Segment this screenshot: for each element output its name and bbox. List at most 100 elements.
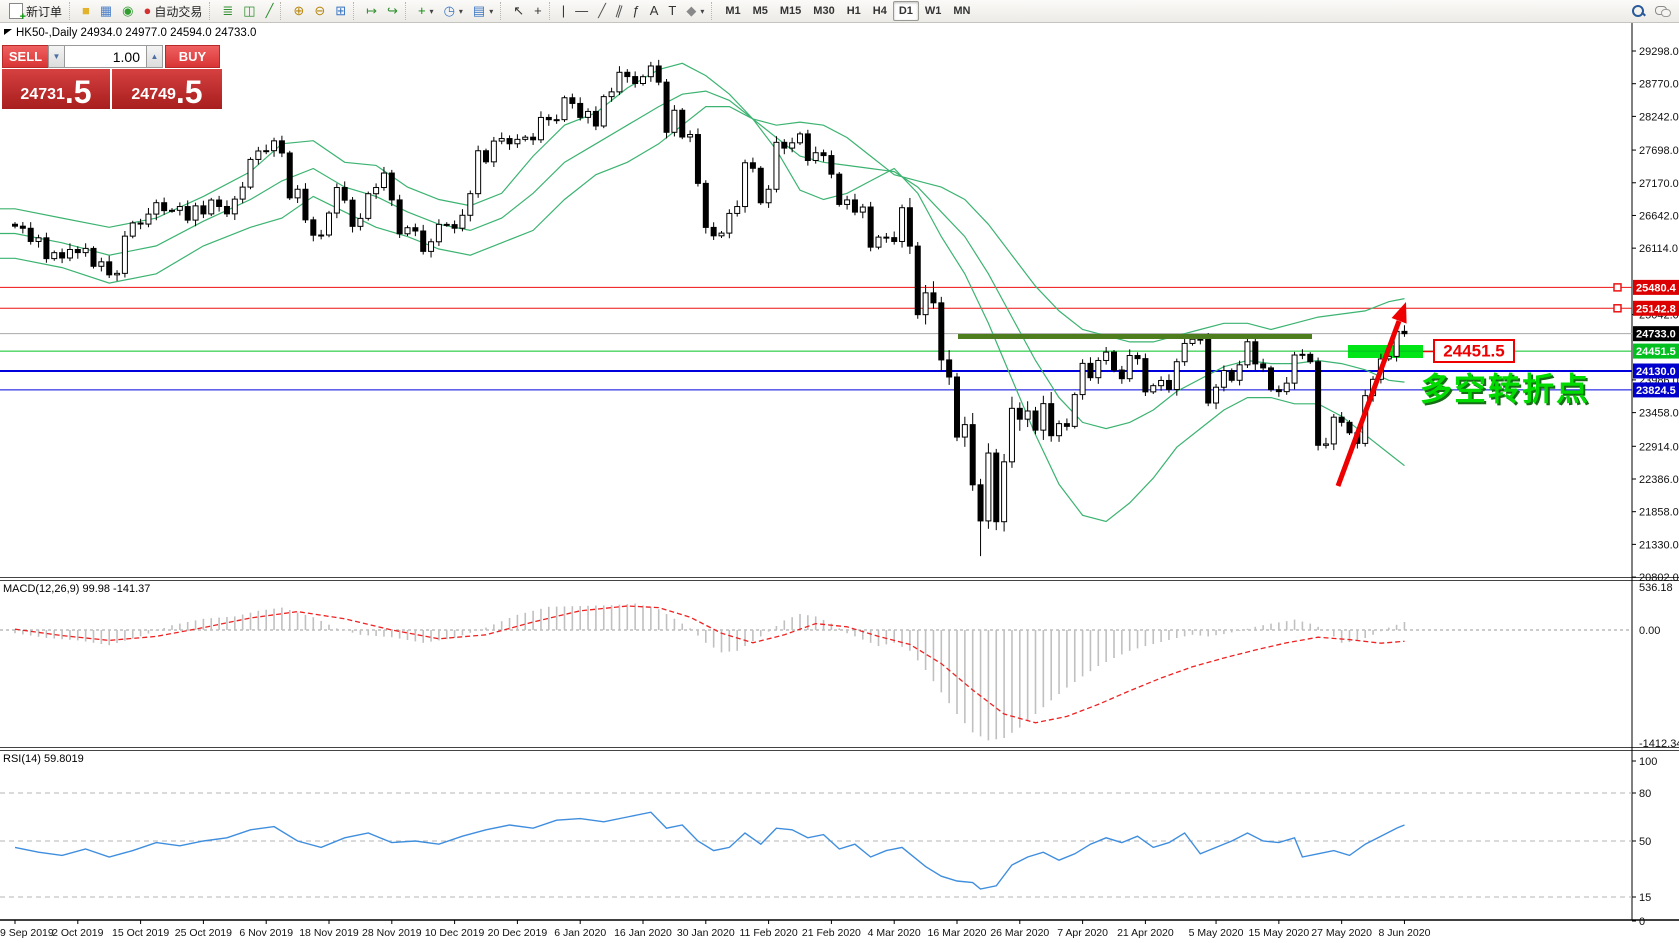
toolbar-separator [353, 2, 359, 20]
data-window-button[interactable]: ▦ [95, 0, 117, 22]
volume-increase-button[interactable]: ▲ [146, 45, 163, 68]
svg-text:536.18: 536.18 [1639, 582, 1673, 594]
vertical-line-icon: | [561, 3, 566, 18]
svg-text:15 May 2020: 15 May 2020 [1248, 927, 1309, 939]
toolbar-separator [280, 2, 286, 20]
one-click-trade-panel: SELL ▼ ▲ BUY 24731.5 24749.5 [2, 45, 222, 109]
svg-text:24451.5: 24451.5 [1636, 346, 1676, 358]
chevron-down-icon: ▾ [458, 6, 463, 16]
cursor-button[interactable]: ↖ [508, 0, 529, 22]
candle-chart-icon: ◫ [243, 3, 256, 18]
chevron-down-icon: ▾ [429, 6, 434, 16]
crosshair-button[interactable]: + [529, 0, 547, 22]
svg-text:20802.0: 20802.0 [1639, 572, 1679, 584]
price-axis: 29298.0 28770.0 28242.0 27698.0 27170.0 26642… [1632, 46, 1679, 928]
svg-text:28 Nov 2019: 28 Nov 2019 [362, 927, 422, 939]
svg-text:5 May 2020: 5 May 2020 [1189, 927, 1244, 939]
timeframe-h4-button[interactable]: H4 [872, 5, 887, 17]
vertical-line-button[interactable]: | [557, 0, 570, 22]
toolbar-separator [209, 2, 215, 20]
chart-shift-button[interactable]: ↪ [382, 0, 403, 22]
trendline-icon: ╱ [598, 3, 606, 18]
templates-button[interactable]: ▤ ▾ [468, 0, 498, 22]
svg-text:26 Mar 2020: 26 Mar 2020 [990, 927, 1049, 939]
zoom-out-button[interactable]: ⊖ [309, 0, 330, 22]
svg-text:27698.0: 27698.0 [1639, 145, 1679, 157]
sell-price[interactable]: 24731.5 [2, 69, 110, 109]
line-chart-button[interactable]: ╱ [261, 0, 279, 22]
price-tag-text: 24451.5 [1443, 342, 1504, 361]
bar-chart-button[interactable]: ≣ [217, 0, 238, 22]
volume-decrease-button[interactable]: ▼ [48, 45, 65, 68]
svg-text:16 Jan 2020: 16 Jan 2020 [614, 927, 672, 939]
svg-text:-1412.34: -1412.34 [1639, 738, 1679, 750]
periods-button[interactable]: ◷ ▾ [439, 0, 468, 22]
toolbar-separator [404, 2, 411, 20]
svg-text:15 Oct 2019: 15 Oct 2019 [112, 927, 169, 939]
candles [12, 59, 1408, 557]
timeframe-m15-button[interactable]: M15 [779, 5, 802, 17]
timeframe-m5-button[interactable]: M5 [752, 5, 768, 17]
svg-text:23824.5: 23824.5 [1636, 385, 1676, 397]
svg-text:25480.4: 25480.4 [1636, 282, 1677, 294]
trendline-button[interactable]: ╱ [593, 0, 611, 22]
svg-text:7 Apr 2020: 7 Apr 2020 [1057, 927, 1108, 939]
channel-button[interactable]: ∥ [611, 0, 628, 22]
svg-text:0: 0 [1639, 916, 1645, 928]
new-order-icon [9, 3, 26, 23]
svg-text:26642.0: 26642.0 [1639, 210, 1679, 222]
main-toolbar: 新订单■▦◉●自动交易≣◫╱⊕⊖⊞↦↪+▾◷▾▤▾↖+|—╱∥ƒAT◆▾M1M5… [0, 0, 1679, 23]
svg-text:16 Mar 2020: 16 Mar 2020 [928, 927, 987, 939]
svg-text:26114.0: 26114.0 [1639, 243, 1678, 255]
turning-point-text: 多空转折点 [1420, 371, 1590, 407]
toolbar-separator [548, 2, 555, 20]
buy-price[interactable]: 24749.5 [112, 69, 222, 109]
new-order-button[interactable]: 新订单 [4, 0, 67, 23]
timeframe-m30-button[interactable]: M30 [813, 5, 835, 17]
text-button[interactable]: A [645, 0, 664, 22]
candle-chart-button[interactable]: ◫ [238, 0, 260, 22]
sell-price-main: 24731 [20, 86, 65, 103]
strategy-navigator-icon: ◉ [122, 3, 134, 18]
sell-price-frac: .5 [64, 74, 92, 110]
timeframe-w1-button[interactable]: W1 [924, 5, 942, 17]
bollinger-upper [0, 62, 1405, 343]
chevron-down-icon: ▾ [700, 6, 705, 16]
chat-button[interactable] [1650, 0, 1675, 22]
svg-text:24733.0: 24733.0 [1636, 329, 1676, 341]
rsi-pane [0, 792, 1632, 898]
fibonacci-button[interactable]: ƒ [627, 0, 644, 22]
svg-text:29298.0: 29298.0 [1639, 46, 1679, 58]
data-window-icon: ▦ [99, 3, 113, 18]
sell-button[interactable]: SELL [2, 45, 48, 68]
text-label-icon: T [668, 3, 677, 18]
timeframe-h1-button[interactable]: H1 [846, 5, 861, 17]
buy-button[interactable]: BUY [165, 45, 220, 68]
timeframe-d1-button[interactable]: D1 [892, 1, 919, 21]
search-button[interactable] [1626, 0, 1650, 22]
svg-text:50: 50 [1639, 836, 1651, 848]
arrows-button[interactable]: ◆ ▾ [681, 0, 709, 22]
strategy-navigator-button[interactable]: ◉ [117, 0, 138, 22]
text-label-button[interactable]: T [663, 0, 681, 22]
svg-text:100: 100 [1639, 756, 1657, 768]
level-lines [0, 283, 1632, 391]
tile-windows-button[interactable]: ⊞ [330, 0, 351, 22]
timeframe-m1-button[interactable]: M1 [725, 5, 741, 17]
market-watch-button[interactable]: ■ [77, 0, 95, 22]
periods-icon: ◷ [443, 3, 455, 18]
svg-text:2 Oct 2019: 2 Oct 2019 [52, 927, 104, 939]
channel-icon: ∥ [613, 2, 625, 19]
auto-scroll-button[interactable]: ↦ [361, 0, 382, 22]
svg-text:25142.8: 25142.8 [1636, 303, 1676, 315]
autotrading-button[interactable]: ● 自动交易 [139, 0, 208, 22]
macd-signal-line [14, 605, 1405, 724]
indicators-button[interactable]: + ▾ [413, 0, 439, 22]
svg-text:15: 15 [1639, 892, 1651, 904]
timeframe-mn-button[interactable]: MN [953, 5, 971, 17]
horizontal-line-button[interactable]: — [570, 0, 593, 22]
zoom-in-button[interactable]: ⊕ [288, 0, 309, 22]
volume-input[interactable] [65, 45, 146, 68]
